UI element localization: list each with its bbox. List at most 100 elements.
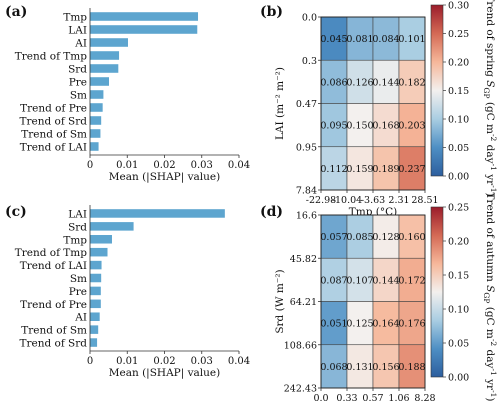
colorbar-label-part: yr [484,376,496,391]
colorbar-tick-label: 0.00 [448,172,469,183]
colorbar-label-part: Trend of spring [484,0,496,80]
colorbar-tick-label: 0.15 [448,271,469,282]
colorbar-label-part: (gC m [484,99,496,135]
heatmap-cell [346,59,374,104]
bar [90,129,101,138]
heatmap-cell [372,257,400,302]
colorbar-label-part: yr [484,171,496,186]
bar [90,209,225,218]
colorbar [430,4,444,177]
colorbar-label-part: (gC m [484,303,496,339]
cell-value: 0.144 [372,275,399,286]
cell-value: 0.095 [320,121,347,132]
x-tick-label: 0.33 [336,393,357,404]
colorbar-label-part: -1 [489,368,498,375]
cell-value: 0.144 [372,77,399,88]
bar [90,247,108,257]
y-tick-label: 16.6 [296,211,317,222]
y-axis-label: Srd (W m⁻²) [274,269,286,333]
bar [90,51,120,60]
category-label: Trend of Pre [20,299,87,311]
colorbar-label-part: -1 [489,390,498,397]
y-tick-label: 108.66 [284,340,317,351]
x-tick-label: 28.51 [411,195,438,206]
heatmap-cell [320,257,348,302]
colorbar-tick-label: 0.05 [448,339,469,350]
category-label: LAI [68,25,87,37]
category-label: Trend of LAI [20,260,87,272]
colorbar-tick-label: 0.15 [448,86,469,97]
bar [90,273,102,283]
cell-value: 0.159 [346,164,373,175]
colorbar-label-part: GP [482,292,491,303]
colorbar-label-part: S [484,80,496,87]
heatmap-cell [398,214,426,259]
bar [90,299,101,309]
colorbar-label-part: -2 [489,134,498,142]
x-tick-label: 2.31 [388,195,409,206]
x-tick-label: 0 [87,160,93,171]
cell-value: 0.156 [372,362,399,373]
heatmap-cell [398,146,426,191]
colorbar-tick-label: 0.10 [448,115,469,126]
bar [90,77,109,86]
category-label: Trend of Tmp [15,247,88,259]
colorbar-label-part: day [484,141,496,163]
x-tick-label: -22.98 [306,195,336,206]
cell-value: 0.176 [398,319,425,330]
colorbar-tick-label: 0.10 [448,305,469,316]
y-tick-label: 7.84 [296,186,317,197]
heatmap-cell [346,214,374,259]
colorbar-tick-label: 0.30 [448,1,469,12]
bar [90,260,102,270]
cell-value: 0.164 [372,319,399,330]
x-axis-label: Mean (|SHAP| value) [109,367,220,380]
category-label: Srd [68,221,87,233]
bar [90,38,128,47]
cell-value: 0.087 [320,275,347,286]
cell-value: 0.203 [398,121,425,132]
x-tick-label: 0.04 [228,160,250,171]
y-tick-label: 0.3 [302,56,317,67]
bar [90,103,103,112]
colorbar-label-part: -2 [489,339,498,347]
x-tick-label: 0.02 [153,356,175,367]
x-tick-label: 0 [87,356,93,367]
bar [90,286,101,296]
bar [90,222,134,231]
colorbar-tick-label: 0.25 [448,203,469,214]
heatmap-cell [398,16,426,61]
category-label: Trend of Srd [19,338,87,350]
cell-value: 0.107 [346,275,373,286]
cell-value: 0.125 [346,319,373,330]
heatmap-cell [372,344,400,389]
cell-value: 0.112 [320,164,347,175]
cell-value: 0.189 [372,164,399,175]
category-label: Trend of Sm [21,129,87,141]
category-label: Sm [70,273,87,285]
y-tick-label: 0.47 [296,99,317,110]
cell-value: 0.172 [398,275,425,286]
cell-value: 0.084 [372,34,399,45]
category-label: LAI [68,208,87,220]
heatmap-cell [320,146,348,191]
bar [90,12,199,21]
heatmap-cell [346,16,374,61]
y-tick-label: 0.95 [296,142,317,153]
x-tick-label: 0.57 [362,393,383,404]
colorbar-label: Trend of autumn SGP (gC m-2 day-1 yr-1) [482,192,498,401]
x-tick-label: 0.04 [228,356,250,367]
category-label: Trend of Srd [19,116,87,128]
cell-value: 0.168 [372,121,399,132]
x-tick-label: -10.04 [332,195,362,206]
heatmap-cell [372,146,400,191]
category-label: Trend of Pre [20,103,87,115]
panel-b: (b)0.0450.0810.0840.1010.0860.1260.1440.… [260,0,498,218]
x-tick-label: 0.02 [153,160,175,171]
cell-value: 0.182 [398,77,425,88]
colorbar-label-part: Trend of autumn [484,192,496,285]
cell-value: 0.081 [346,34,373,45]
category-label: Tmp [63,234,87,246]
bar [90,64,119,73]
